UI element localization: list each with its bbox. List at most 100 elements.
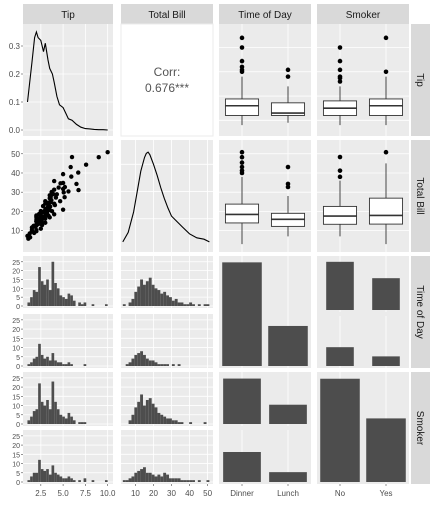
panel-background: [219, 24, 311, 136]
scatter-point: [105, 150, 110, 155]
x-tick-label-time: Dinner: [230, 489, 254, 498]
scatter-point: [61, 190, 66, 195]
smoker-tip-yes-bar: [104, 480, 108, 482]
time-bill-dinner-bar: [180, 302, 184, 306]
smoker-bill-yes-bar: [122, 480, 126, 482]
x-tick-label-tip: 7.5: [80, 489, 92, 498]
x-tick-label-total-bill: 10: [131, 489, 140, 498]
smoker-bill-no-bar: [177, 422, 181, 424]
time-smoker-bar: [372, 278, 400, 310]
smoker-bill-yes-bar: [140, 469, 144, 482]
time-tip-dinner-bar: [64, 298, 68, 306]
y-tick-label: 30: [11, 188, 20, 197]
tip-smoker-box-outlier: [337, 58, 343, 64]
y-tick-label: 25: [12, 376, 20, 383]
bill-density-line: [122, 151, 210, 243]
smoker-tip-yes-bar: [62, 478, 65, 482]
time-tip-lunch-bar: [54, 360, 57, 366]
tip-smoker-box-outlier: [337, 74, 343, 79]
smoker-bill-yes-bar: [128, 478, 132, 482]
time-bill-dinner-bar: [186, 304, 190, 306]
time-smoker-bar: [326, 347, 354, 366]
scatter-point: [76, 187, 81, 193]
bill-time-box-outlier: [239, 160, 245, 165]
time-bill-dinner-bar: [166, 295, 169, 306]
smoker-bill-no-bar: [174, 420, 178, 424]
smoker-bill-no-bar: [189, 422, 193, 424]
smoker-bill-yes-bar: [180, 480, 184, 482]
smoker-bill-no-bar: [143, 405, 146, 424]
smoker-tip-yes-bar: [83, 478, 87, 482]
time-tip-lunch-bar: [27, 364, 31, 366]
time-tip-dinner-bar: [78, 302, 81, 306]
x-tick-label-tip: 10.0: [100, 489, 116, 498]
time-tip-dinner-bar: [70, 295, 73, 306]
time-tip-dinner-bar: [91, 304, 95, 306]
time-tip-dinner-bar: [27, 302, 31, 306]
time-tip-dinner-bar: [56, 288, 60, 306]
smoker-bill-yes-bar: [192, 480, 195, 482]
bill-time-box-box: [224, 203, 260, 224]
time-bill-dinner-bar: [134, 291, 138, 306]
smoker-tip-no-bar: [27, 420, 31, 424]
scatter-point: [51, 187, 57, 192]
scatter-point: [40, 209, 45, 215]
time-tip-dinner-bar: [32, 290, 36, 306]
time-bill-dinner-bar: [157, 290, 161, 306]
smoker-tip-yes-bar: [46, 469, 49, 482]
time-tip-dinner-bar: [80, 304, 84, 306]
y-tick-label: 0.2: [9, 70, 21, 79]
time-bill-dinner-bar: [189, 302, 193, 306]
y-tick-label: 25: [12, 260, 20, 267]
time-count-bar: [222, 262, 262, 366]
y-tick-label: 5: [16, 295, 20, 302]
y-tick-label: 15: [12, 394, 20, 401]
time-bill-lunch-bar: [171, 364, 175, 366]
smoker-bill-yes-bar: [134, 472, 138, 482]
smoker-tip-yes-bar: [40, 469, 44, 482]
smoker-tip-no-bar: [51, 381, 55, 424]
smoker-bill-no-bar: [171, 420, 175, 424]
smoker-bill-no-bar: [151, 403, 155, 424]
y-tick-label: 0: [16, 422, 20, 429]
smoker-bill-yes-bar: [148, 472, 152, 482]
panel-background: [317, 24, 409, 136]
smoker-tip-yes-bar: [27, 480, 31, 482]
scatter-point: [41, 215, 46, 221]
smoker-tip-no-bar: [40, 401, 44, 424]
smoker-tip-no-bar: [35, 409, 39, 424]
time-tip-dinner-bar: [59, 295, 63, 306]
time-tip-lunch-bar: [46, 356, 49, 366]
panel-background: [219, 140, 311, 252]
y-tick-label: 25: [12, 318, 20, 325]
y-tick-label: 5: [16, 413, 20, 420]
time-tip-lunch-bar: [70, 364, 73, 366]
correlation-annotation: Corr: 0.676***: [145, 65, 189, 95]
tip-time-box-box: [224, 98, 260, 116]
y-tick-label: 5: [16, 355, 20, 362]
smoker-tip-yes-bar: [64, 478, 68, 482]
smoker-bill-yes-bar: [168, 478, 172, 482]
y-tick-label: 25: [12, 434, 20, 441]
smoker-bill-yes-bar: [171, 478, 175, 482]
smoker-bill-no-bar: [168, 418, 172, 424]
scatter-point: [74, 181, 79, 187]
time-bill-dinner-bar: [203, 304, 207, 306]
smoker-bill-yes-bar: [189, 480, 193, 482]
time-count-bar: [268, 325, 308, 366]
time-tip-dinner-bar: [51, 261, 55, 306]
panel-background: [317, 140, 409, 252]
time-bill-lunch-bar: [151, 360, 155, 366]
smoker-bill-no-bar: [160, 414, 164, 424]
tip-smoker-box-outlier: [337, 45, 343, 50]
smoker-bill-no-bar: [134, 407, 138, 424]
smoker-tip-yes-bar: [48, 474, 52, 482]
row-strip-label-tip: Tip: [414, 73, 425, 87]
y-tick-label: 10: [12, 404, 20, 411]
smoker-time-bar: [223, 378, 261, 424]
smoker-bill-no-bar: [128, 420, 132, 424]
scatter-point: [60, 207, 66, 212]
time-tip-lunch-bar: [48, 360, 52, 366]
y-tick-label: 10: [12, 462, 20, 469]
